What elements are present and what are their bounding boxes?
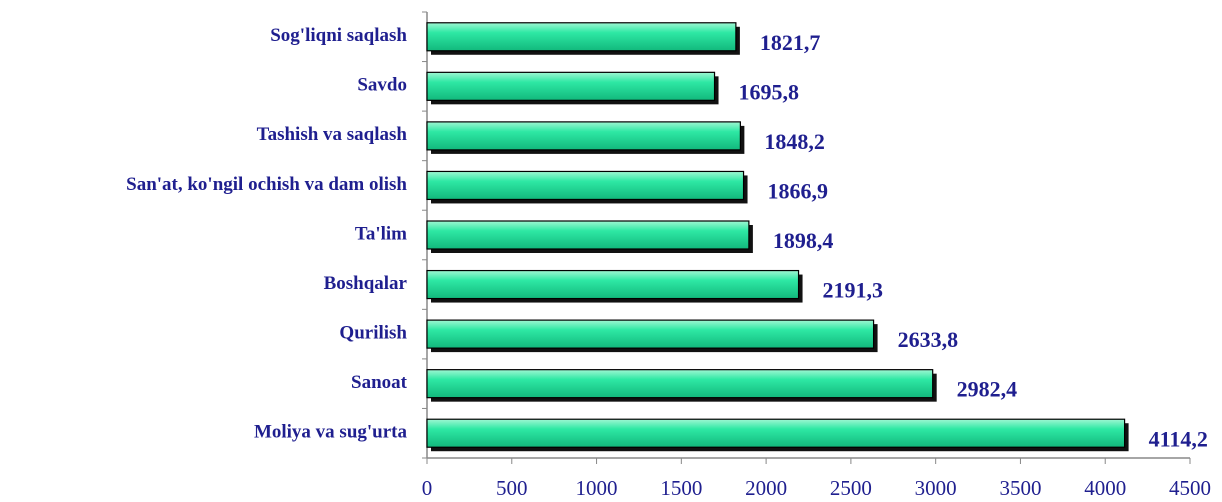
category-label: Moliya va sug'urta xyxy=(254,422,408,443)
value-label: 1898,4 xyxy=(773,228,834,253)
x-tick-label: 500 xyxy=(496,476,528,500)
category-label: Boshqalar xyxy=(324,273,408,294)
category-label: Savdo xyxy=(357,75,407,96)
category-label: San'at, ko'ngil ochish va dam olish xyxy=(126,174,407,195)
x-tick-label: 2000 xyxy=(745,476,787,500)
value-label: 1848,2 xyxy=(764,129,825,154)
bar xyxy=(426,121,741,151)
x-tick-label: 2500 xyxy=(830,476,872,500)
bar xyxy=(426,71,716,101)
x-tick-label: 1000 xyxy=(576,476,618,500)
bar xyxy=(426,170,745,201)
value-label: 1821,7 xyxy=(760,30,821,55)
category-label: Tashish va saqlash xyxy=(257,124,408,145)
category-label: Sanoat xyxy=(351,372,408,393)
bar xyxy=(426,269,800,300)
x-tick-label: 3500 xyxy=(999,476,1041,500)
category-label: Sog'liqni saqlash xyxy=(270,25,407,46)
x-tick-label: 1500 xyxy=(660,476,702,500)
value-label: 2191,3 xyxy=(823,278,884,303)
bar xyxy=(426,418,1126,448)
x-tick-label: 4500 xyxy=(1169,476,1211,500)
value-label: 4114,2 xyxy=(1149,426,1208,451)
x-tick-label: 3000 xyxy=(915,476,957,500)
x-tick-label: 4000 xyxy=(1084,476,1126,500)
bar xyxy=(426,220,750,250)
value-label: 1866,9 xyxy=(768,178,829,203)
value-label: 2633,8 xyxy=(898,327,959,352)
bar xyxy=(426,22,737,52)
x-tick-label: 0 xyxy=(422,476,433,500)
bar xyxy=(426,369,934,399)
category-label: Qurilish xyxy=(339,322,407,343)
category-label: Ta'lim xyxy=(355,223,407,244)
value-label: 2982,4 xyxy=(957,377,1018,402)
bar xyxy=(426,319,875,349)
value-label: 1695,8 xyxy=(739,79,800,104)
